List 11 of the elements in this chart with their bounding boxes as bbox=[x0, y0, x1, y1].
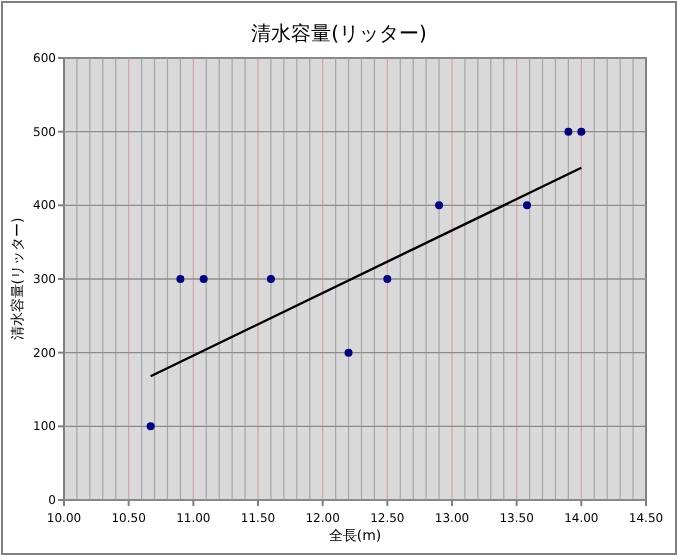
chart-title: 清水容量(リッター) bbox=[251, 22, 427, 46]
point bbox=[146, 422, 155, 431]
point bbox=[564, 127, 573, 136]
point bbox=[344, 348, 353, 357]
point bbox=[577, 127, 586, 136]
point bbox=[383, 275, 392, 283]
point bbox=[266, 275, 275, 283]
point bbox=[199, 275, 208, 283]
point bbox=[176, 275, 185, 283]
point bbox=[523, 201, 532, 210]
point bbox=[435, 201, 444, 210]
